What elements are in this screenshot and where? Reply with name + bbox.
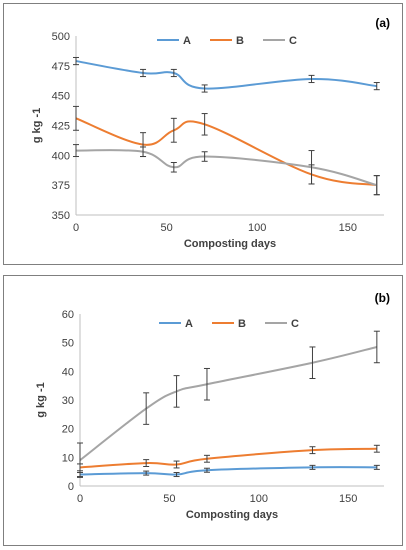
chart1-error-bar-b bbox=[143, 459, 150, 468]
chart0-error-bar-a bbox=[170, 68, 177, 78]
chart1-error-bar-c bbox=[309, 346, 316, 379]
chart0-panel-label: (a) bbox=[375, 16, 390, 30]
chart0-y-tick-label: 475 bbox=[52, 61, 70, 73]
chart1-y-axis-title: g kg -1 bbox=[35, 382, 47, 417]
chart1-y-tick-label: 60 bbox=[62, 309, 74, 321]
chart1-y-tick-label: 40 bbox=[62, 366, 74, 378]
chart0-error-bar-a bbox=[201, 84, 208, 93]
chart1-x-tick-label: 50 bbox=[163, 493, 175, 505]
chart0-error-bar-c bbox=[140, 146, 147, 158]
chart0-y-tick-label: 350 bbox=[52, 210, 70, 222]
chart0-error-bar-c bbox=[308, 150, 315, 185]
chart1-error-bar-b bbox=[309, 446, 316, 455]
chart1-error-bar-a bbox=[143, 470, 150, 476]
chart0-error-bar-c bbox=[201, 151, 208, 162]
chart1-series-line-a bbox=[79, 466, 377, 476]
chart0-error-bar-b bbox=[201, 113, 208, 136]
chart0-legend-label-b: B bbox=[236, 35, 244, 47]
chart0-y-tick-label: 375 bbox=[52, 180, 70, 192]
chart1-y-tick-label: 50 bbox=[62, 338, 74, 350]
chart0-error-bar-b bbox=[170, 117, 177, 143]
chart0-error-bar-a bbox=[373, 82, 380, 91]
chart1-panel-label: (b) bbox=[375, 291, 390, 305]
chart0-series-line-a bbox=[75, 60, 377, 90]
chart-b-svg: 0 10 20 30 40 50 60 0 50 100 150 Composting days g k… bbox=[35, 291, 390, 521]
chart1-series-line-b bbox=[79, 447, 377, 469]
chart0-x-axis-title: Composting days bbox=[184, 238, 276, 250]
chart1-error-bar-a bbox=[203, 467, 210, 473]
chart1-error-bar-c bbox=[77, 442, 83, 478]
chart1-error-bar-a bbox=[309, 464, 316, 470]
chart1-error-bar-c bbox=[373, 330, 380, 364]
chart0-error-bar-b bbox=[73, 105, 79, 131]
chart1-x-tick-label: 100 bbox=[250, 493, 268, 505]
chart1-error-bar-b bbox=[173, 460, 180, 469]
chart-a-svg: 350 375 400 425 450 475 500 0 50 100 150 Composting… bbox=[31, 16, 390, 250]
chart0-series-line-b bbox=[75, 117, 377, 187]
chart0-y-tick-label: 425 bbox=[52, 121, 70, 133]
chart0-error-bar-c bbox=[170, 161, 177, 173]
chart0-x-tick-label: 0 bbox=[73, 222, 79, 234]
chart0-y-axis-title: g kg -1 bbox=[31, 108, 43, 143]
chart1-error-bar-a bbox=[173, 472, 180, 478]
chart0-error-bar-a bbox=[308, 74, 315, 84]
chart0-legend-label-c: C bbox=[289, 35, 297, 47]
chart0-y-tick-label: 450 bbox=[52, 91, 70, 103]
chart1-legend-label-a: A bbox=[185, 318, 193, 330]
chart1-error-bar-a bbox=[373, 464, 380, 470]
chart1-error-bar-b bbox=[203, 454, 210, 463]
chart1-y-tick-label: 0 bbox=[68, 481, 74, 493]
chart1-error-bar-b bbox=[373, 444, 380, 453]
chart0-series-line-c bbox=[75, 149, 378, 187]
chart1-error-bar-c bbox=[203, 367, 210, 401]
chart1-series-line-c bbox=[79, 345, 378, 461]
chart1-x-tick-label: 150 bbox=[339, 493, 357, 505]
chart0-error-bar-a bbox=[73, 56, 79, 66]
chart0-x-tick-label: 50 bbox=[160, 222, 172, 234]
chart0-error-bar-c bbox=[73, 144, 79, 158]
chart1-x-axis-title: Composting days bbox=[186, 509, 278, 521]
chart0-x-tick-label: 150 bbox=[339, 222, 357, 234]
chart-panel-b: 0 10 20 30 40 50 60 0 50 100 150 Composting days g k… bbox=[3, 275, 403, 546]
chart0-y-tick-label: 400 bbox=[52, 150, 70, 162]
chart1-legend-label-b: B bbox=[238, 318, 246, 330]
chart1-legend-label-c: C bbox=[291, 318, 299, 330]
chart0-error-bar-c bbox=[373, 175, 380, 196]
chart0-y-tick-label: 500 bbox=[52, 31, 70, 43]
chart1-y-tick-label: 30 bbox=[62, 395, 74, 407]
chart-panel-a: 350 375 400 425 450 475 500 0 50 100 150 Composting… bbox=[3, 3, 403, 265]
chart1-x-tick-label: 0 bbox=[77, 493, 83, 505]
chart0-error-bar-a bbox=[140, 68, 147, 78]
chart0-x-tick-label: 100 bbox=[248, 222, 266, 234]
chart0-legend-label-a: A bbox=[183, 35, 191, 47]
chart1-y-tick-label: 10 bbox=[62, 452, 74, 464]
chart1-error-bar-c bbox=[143, 392, 150, 425]
chart1-y-tick-label: 20 bbox=[62, 424, 74, 436]
chart1-error-bar-c bbox=[173, 375, 180, 408]
